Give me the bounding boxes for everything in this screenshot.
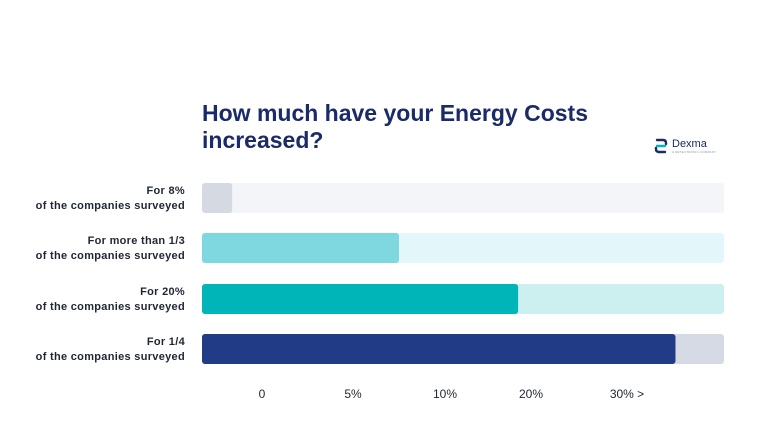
chart-title: How much have your Energy Costs increase… <box>202 100 588 153</box>
dexma-logo-icon <box>654 138 668 154</box>
category-label-line1: For 20% <box>140 286 185 298</box>
logo-name: Dexma <box>672 138 707 150</box>
bar-track <box>202 183 724 213</box>
logo-tagline: A DETECTRONIC COMPANY <box>672 150 717 154</box>
category-label-line1: For more than 1/3 <box>88 235 185 247</box>
category-label-line2: of the companies surveyed <box>36 301 185 313</box>
category-label-line2: of the companies surveyed <box>36 200 185 212</box>
x-tick-label: 30% > <box>610 387 644 401</box>
x-tick-label: 5% <box>344 387 362 401</box>
category-label-line2: of the companies surveyed <box>36 351 185 363</box>
dexma-logo: Dexma A DETECTRONIC COMPANY <box>654 138 716 154</box>
x-tick-label: 0 <box>259 387 266 401</box>
category-label-line1: For 1/4 <box>147 336 186 348</box>
bar <box>202 284 519 314</box>
x-tick-label: 20% <box>519 387 543 401</box>
category-label-line2: of the companies surveyed <box>36 250 185 262</box>
category-label-line1: For 8% <box>147 185 185 197</box>
bar <box>202 334 676 364</box>
x-tick-label: 10% <box>433 387 457 401</box>
bar <box>202 183 233 213</box>
bar <box>202 233 399 263</box>
